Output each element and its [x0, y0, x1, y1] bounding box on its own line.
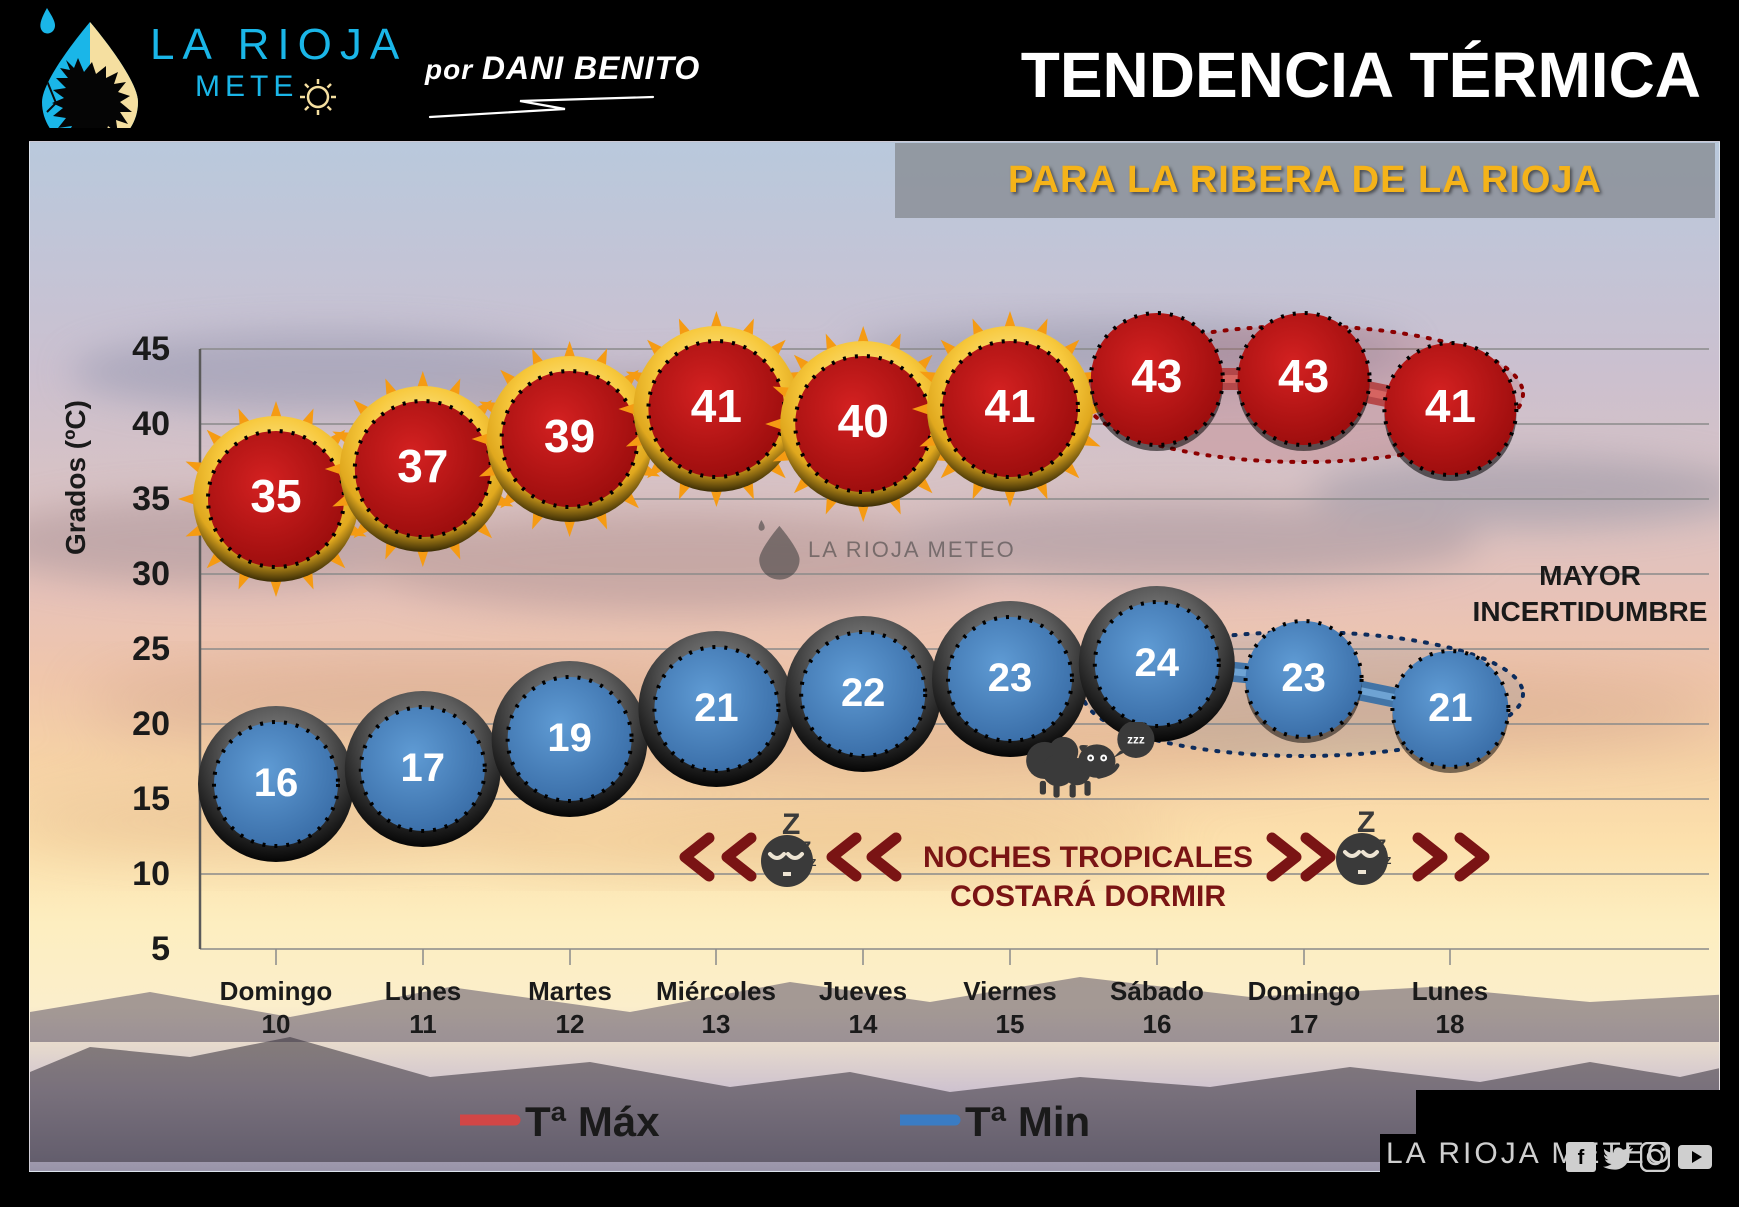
- svg-text:23: 23: [988, 656, 1033, 700]
- svg-text:35: 35: [250, 470, 301, 522]
- svg-text:21: 21: [1428, 686, 1473, 730]
- svg-text:41: 41: [691, 380, 742, 432]
- svg-text:17: 17: [401, 746, 446, 790]
- svg-text:41: 41: [984, 380, 1035, 432]
- svg-text:39: 39: [544, 410, 595, 462]
- svg-text:22: 22: [841, 671, 886, 715]
- svg-text:Tª Máx: Tª Máx: [525, 1100, 660, 1145]
- svg-text:41: 41: [1425, 380, 1476, 432]
- svg-text:43: 43: [1278, 350, 1329, 402]
- svg-text:16: 16: [254, 761, 299, 805]
- svg-text:37: 37: [397, 440, 448, 492]
- svg-text:40: 40: [838, 395, 889, 447]
- svg-text:21: 21: [694, 686, 739, 730]
- svg-text:zzz: zzz: [1127, 734, 1145, 747]
- svg-text:19: 19: [547, 716, 592, 760]
- svg-text:23: 23: [1281, 656, 1326, 700]
- svg-text:24: 24: [1135, 641, 1180, 685]
- svg-text:LA RIOJA METEO: LA RIOJA METEO: [808, 537, 1016, 562]
- svg-text:43: 43: [1131, 350, 1182, 402]
- svg-text:Tª Min: Tª Min: [965, 1100, 1090, 1145]
